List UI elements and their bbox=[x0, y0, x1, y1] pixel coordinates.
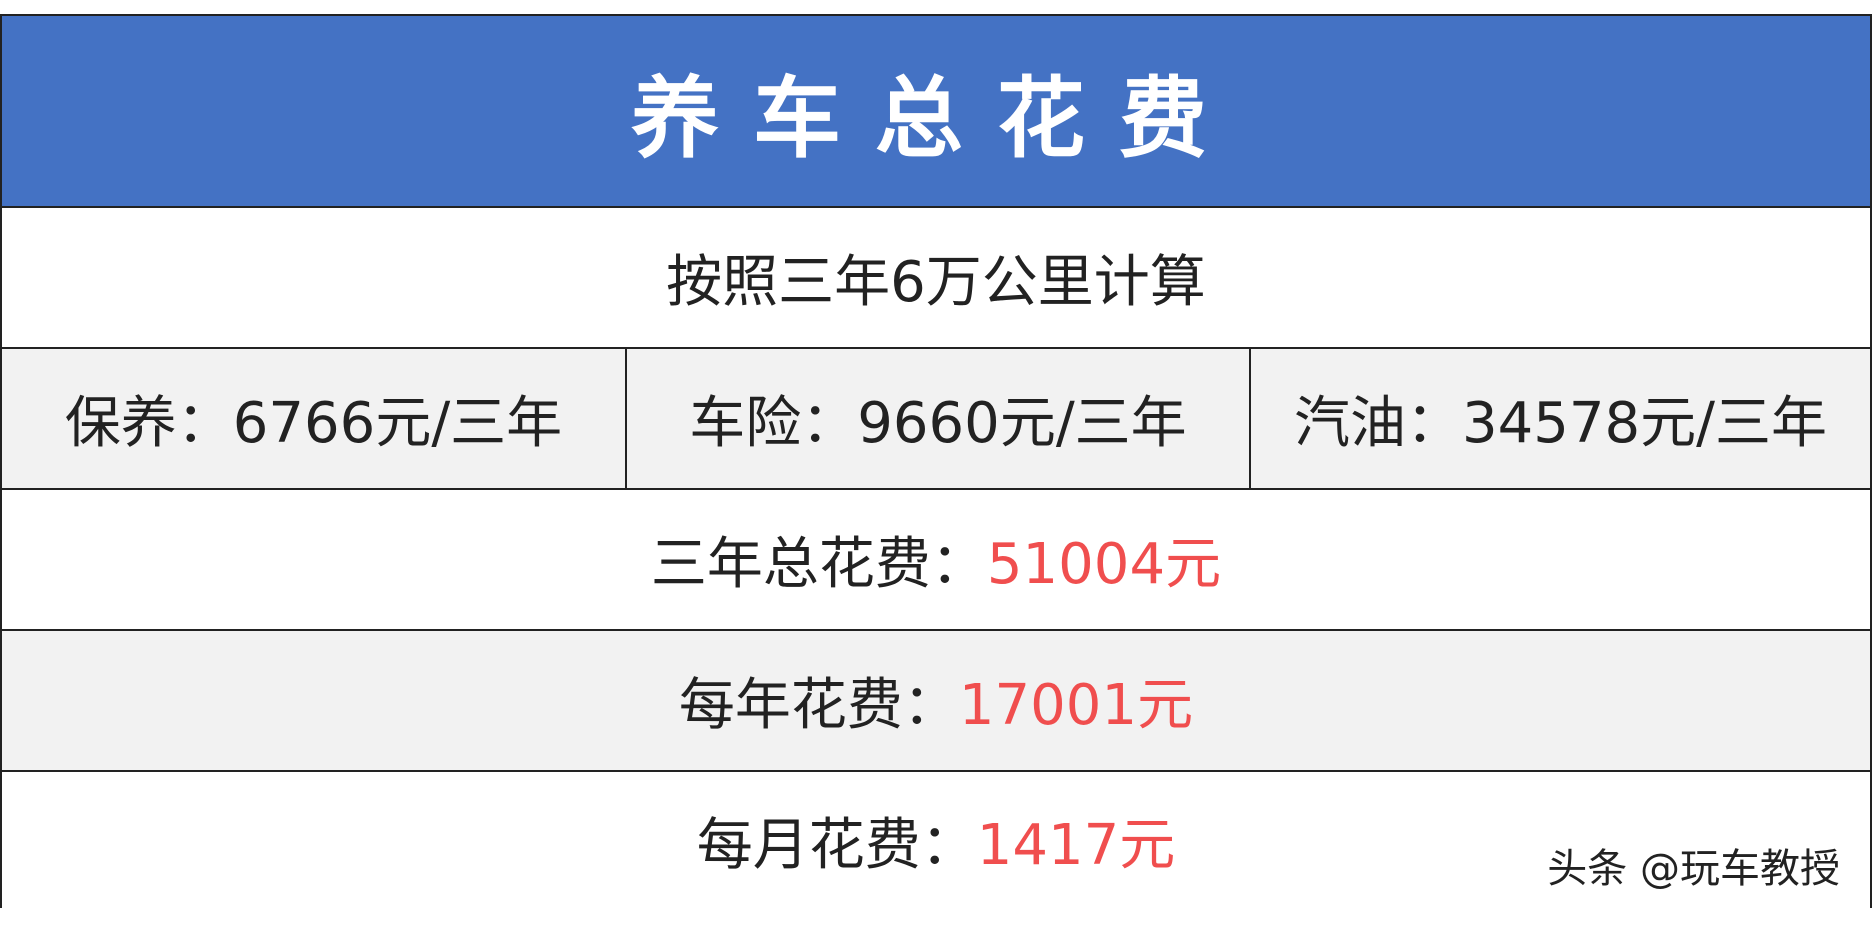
cost-label: 车险： bbox=[689, 391, 858, 456]
cost-value: 6766元/三年 bbox=[232, 391, 563, 456]
total-label: 每年花费： bbox=[678, 673, 959, 738]
cost-value: 34578元/三年 bbox=[1461, 391, 1827, 456]
total-label: 每月花费： bbox=[696, 812, 977, 878]
insurance-cost: 车险： 9660元/三年 bbox=[627, 349, 1251, 488]
yearly-total-row: 每年花费： 17001元 bbox=[2, 629, 1870, 770]
total-label: 三年总花费： bbox=[650, 532, 987, 597]
total-value: 1417元 bbox=[976, 812, 1176, 878]
total-value: 17001元 bbox=[958, 673, 1194, 738]
fuel-cost: 汽油： 34578元/三年 bbox=[1251, 349, 1870, 488]
maintenance-cost: 保养： 6766元/三年 bbox=[2, 349, 627, 488]
cost-label: 保养： bbox=[64, 391, 233, 456]
cost-label: 汽油： bbox=[1293, 391, 1462, 456]
cost-table: 养车总花费 按照三年6万公里计算 保养： 6766元/三年 车险： 9660元/三年… bbox=[0, 14, 1872, 908]
calculation-basis: 按照三年6万公里计算 bbox=[2, 206, 1870, 347]
three-year-total-row: 三年总花费： 51004元 bbox=[2, 488, 1870, 629]
monthly-total-row: 每月花费： 1417元 头条 @玩车教授 bbox=[2, 770, 1870, 908]
total-value: 51004元 bbox=[986, 532, 1222, 597]
cost-breakdown-row: 保养： 6766元/三年 车险： 9660元/三年 汽油： 34578元/三年 bbox=[2, 347, 1870, 488]
table-title: 养车总花费 bbox=[2, 16, 1870, 206]
watermark: 头条 @玩车教授 bbox=[1547, 846, 1840, 892]
cost-value: 9660元/三年 bbox=[857, 391, 1187, 456]
